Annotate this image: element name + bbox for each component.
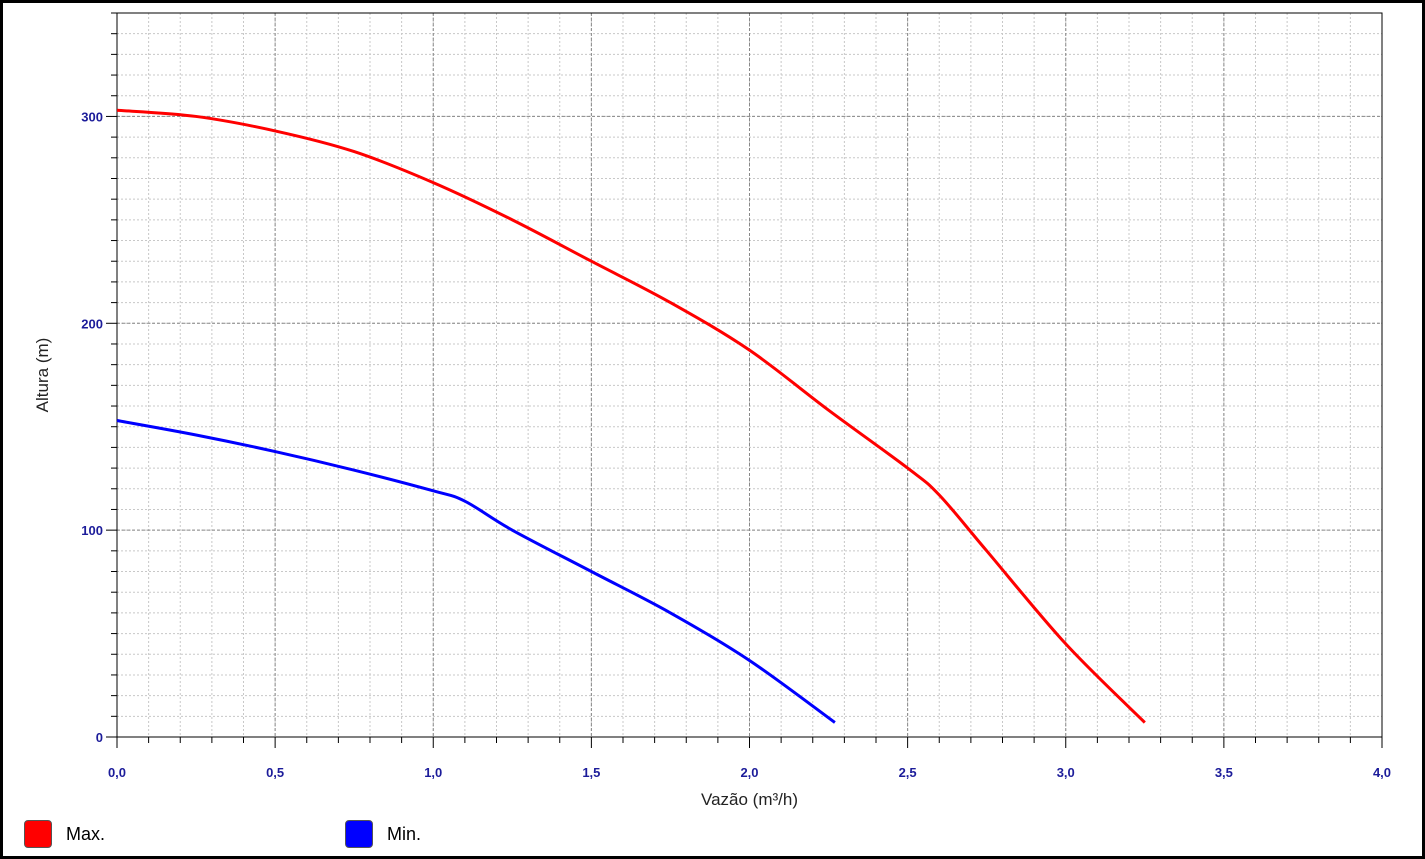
y-tick-label: 0 <box>96 730 103 745</box>
y-tick-label: 100 <box>81 523 103 538</box>
x-axis-title: Vazão (m³/h) <box>701 790 798 809</box>
x-tick-label: 1,0 <box>424 765 442 780</box>
legend-item-min: Min. <box>345 817 421 851</box>
series-line-max <box>116 108 1146 724</box>
x-tick-label: 3,0 <box>1057 765 1075 780</box>
x-tick-label: 0,0 <box>108 765 126 780</box>
y-axis-title: Altura (m) <box>33 338 52 413</box>
legend-label-max: Max. <box>66 823 106 844</box>
series-line-min <box>116 419 836 724</box>
series-lines <box>116 108 1146 724</box>
legend-swatch-max <box>24 820 52 848</box>
legend-swatch-min <box>345 820 373 848</box>
legend-label-min: Min. <box>387 823 422 844</box>
x-tick-label: 0,5 <box>266 765 284 780</box>
x-tick-label: 4,0 <box>1373 765 1391 780</box>
y-tick-label: 200 <box>81 316 103 331</box>
x-tick-label: 1,5 <box>582 765 600 780</box>
y-tick-label: 300 <box>81 109 103 124</box>
legend-item-max: Max. <box>24 817 105 851</box>
x-tick-label: 3,5 <box>1215 765 1233 780</box>
tick-labels: 0,0 0,5 1,0 1,5 2,0 2,5 3,0 3,5 4,0 0 100 200 300 <box>81 109 1391 780</box>
axis-ticks <box>106 12 1383 748</box>
x-tick-label: 2,0 <box>740 765 758 780</box>
x-tick-label: 2,5 <box>899 765 917 780</box>
